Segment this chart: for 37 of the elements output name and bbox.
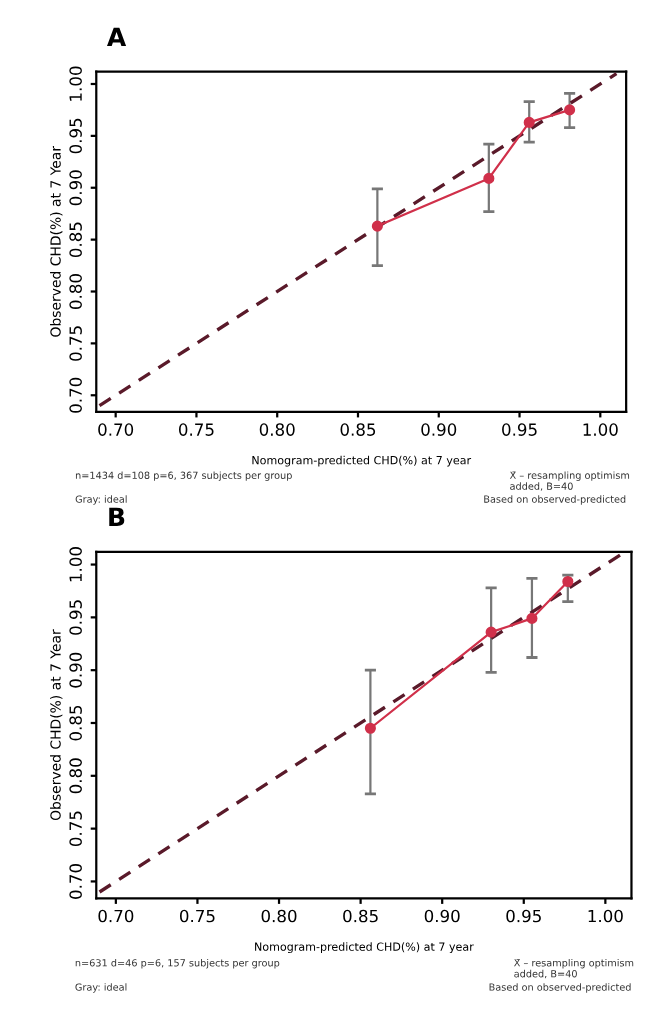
x-tick-label: 0.90 [421, 423, 457, 436]
y-tick-label: 0.95 [69, 600, 82, 635]
x-tick-label: 0.95 [502, 423, 537, 436]
x-tick-label: 0.90 [424, 909, 460, 923]
chart-title: A [107, 27, 127, 46]
y-tick-label: 0.95 [69, 118, 82, 154]
x-tick-label: 1.00 [588, 909, 623, 923]
y-tick-label: 0.75 [69, 811, 82, 847]
x-tick-label: 0.70 [98, 909, 134, 923]
y-tick-label: 1.00 [69, 547, 82, 582]
point [564, 104, 576, 116]
point [526, 612, 538, 624]
x-tick-label: 0.85 [340, 423, 376, 436]
y-tick-label: 0.90 [69, 170, 82, 206]
point [364, 722, 376, 734]
point [483, 172, 495, 184]
x-tick-label: 0.85 [343, 909, 378, 923]
y-tick-label: 0.80 [69, 274, 82, 309]
x-tick-label: 0.75 [179, 909, 215, 923]
x-tick-label: 0.80 [259, 423, 295, 436]
chart-title: B [109, 507, 125, 526]
y-tick-label: 0.80 [69, 758, 82, 794]
x-tick-label: 0.70 [98, 423, 134, 436]
y-tick-label: 0.85 [69, 222, 82, 258]
x-tick-label: 0.75 [178, 423, 214, 436]
y-tick-label: 0.70 [69, 377, 82, 413]
y-tick-label: 0.85 [69, 705, 82, 741]
y-tick-label: 0.90 [69, 652, 82, 688]
x-tick-label: 1.00 [583, 423, 618, 436]
point [523, 116, 535, 128]
y-tick-label: 0.75 [69, 326, 82, 361]
point [485, 626, 497, 638]
x-tick-label: 0.95 [506, 909, 541, 923]
x-tick-label: 0.80 [261, 909, 297, 923]
y-tick-label: 0.70 [69, 863, 82, 899]
y-tick-label: 1.00 [69, 66, 82, 101]
point [371, 220, 383, 232]
